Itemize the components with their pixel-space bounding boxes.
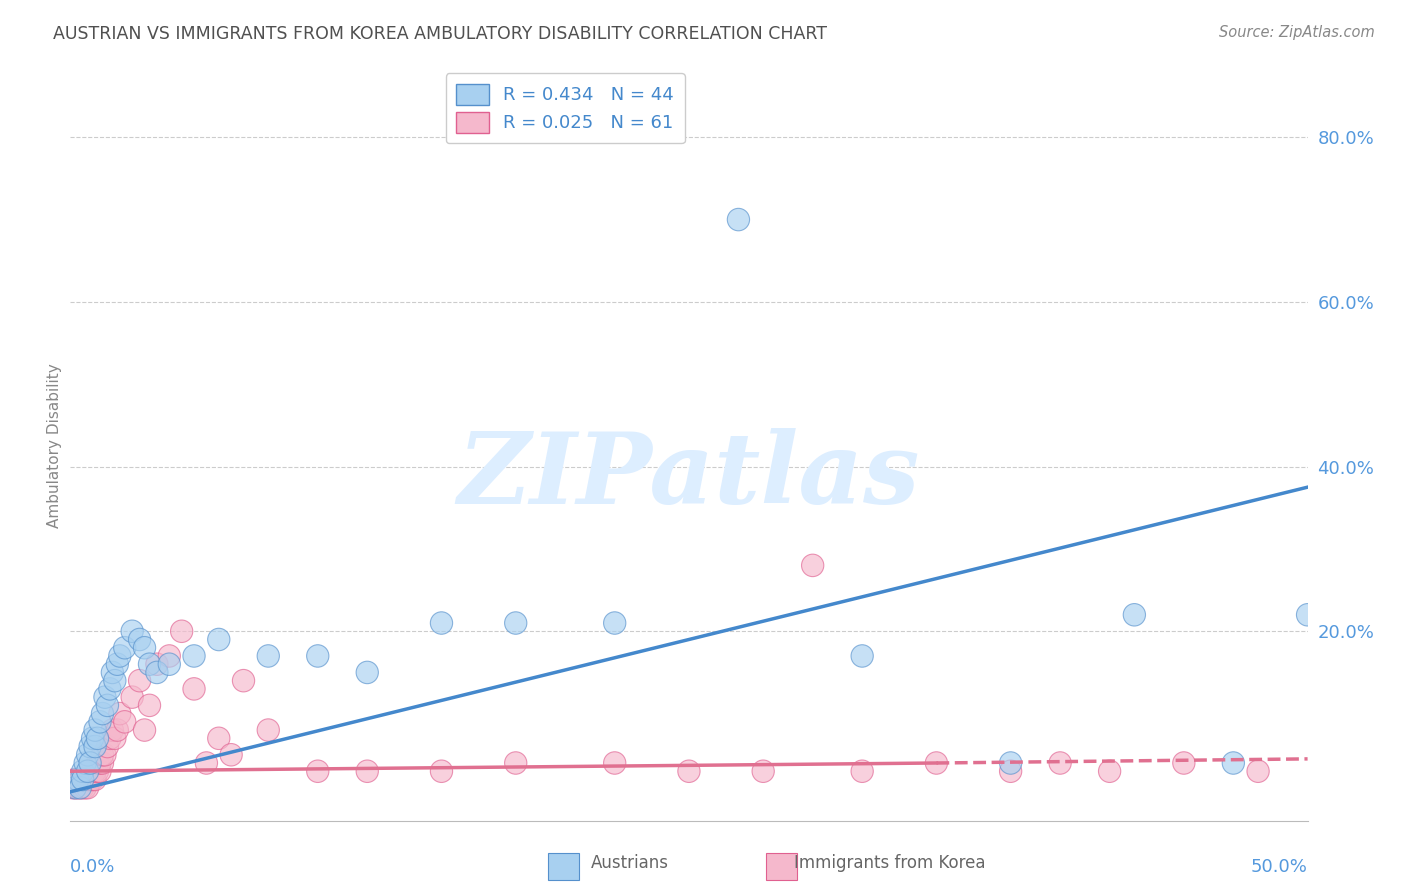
Y-axis label: Ambulatory Disability: Ambulatory Disability xyxy=(46,364,62,528)
Text: 50.0%: 50.0% xyxy=(1251,858,1308,876)
Text: 0.0%: 0.0% xyxy=(70,858,115,876)
Text: Austrians: Austrians xyxy=(591,855,668,872)
Text: AUSTRIAN VS IMMIGRANTS FROM KOREA AMBULATORY DISABILITY CORRELATION CHART: AUSTRIAN VS IMMIGRANTS FROM KOREA AMBULA… xyxy=(53,25,827,43)
FancyBboxPatch shape xyxy=(548,853,579,880)
Legend: R = 0.434   N = 44, R = 0.025   N = 61: R = 0.434 N = 44, R = 0.025 N = 61 xyxy=(446,73,685,144)
Text: ZIPatlas: ZIPatlas xyxy=(458,428,920,524)
FancyBboxPatch shape xyxy=(766,853,797,880)
Text: Immigrants from Korea: Immigrants from Korea xyxy=(794,855,986,872)
Text: Source: ZipAtlas.com: Source: ZipAtlas.com xyxy=(1219,25,1375,40)
